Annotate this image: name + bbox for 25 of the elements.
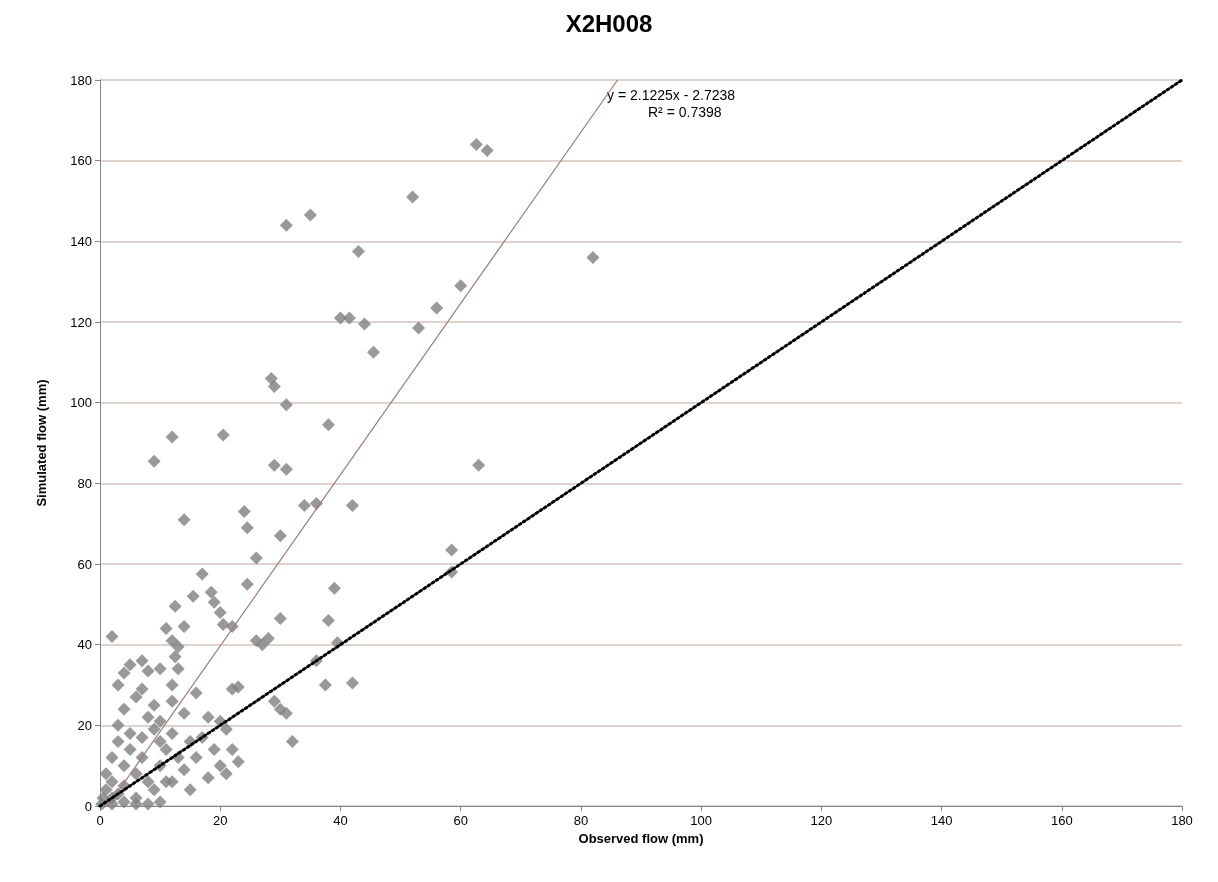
x-tick-label: 180 [1171, 813, 1193, 828]
y-tick-label: 120 [70, 314, 92, 330]
x-tick-label: 120 [810, 813, 833, 828]
y-tick-label: 180 [70, 72, 92, 88]
y-tick-label: 0 [84, 798, 92, 814]
y-tick-label: 80 [77, 475, 92, 491]
y-tick-label: 20 [77, 717, 92, 733]
y-tick-label: 140 [70, 233, 92, 249]
y-tick-label: 60 [77, 556, 92, 572]
y-tick-label: 160 [70, 153, 92, 169]
x-tick-label: 40 [333, 813, 348, 828]
x-tick-label: 160 [1050, 813, 1073, 828]
x-tick-label: 0 [96, 813, 104, 828]
x-tick-label: 20 [212, 813, 228, 828]
x-tick-label: 140 [930, 813, 953, 828]
y-tick-label: 100 [70, 395, 92, 411]
chart-title: X2H008 [565, 9, 653, 37]
x-axis-title: Observed flow (mm) [578, 831, 704, 846]
x-tick-label: 60 [453, 813, 468, 828]
x-tick-label: 80 [573, 813, 589, 828]
y-tick-label: 40 [77, 637, 92, 653]
annotation: y = 2.1225x - 2.7238 [607, 87, 736, 103]
y-axis-title: Simulated flow (mm) [34, 379, 49, 507]
x-tick-label: 100 [690, 813, 712, 828]
annotation: R² = 0.7398 [648, 104, 722, 120]
